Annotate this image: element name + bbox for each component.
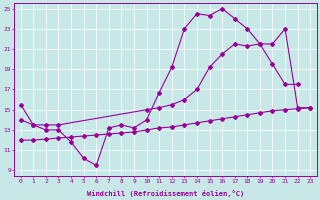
X-axis label: Windchill (Refroidissement éolien,°C): Windchill (Refroidissement éolien,°C) (87, 190, 244, 197)
